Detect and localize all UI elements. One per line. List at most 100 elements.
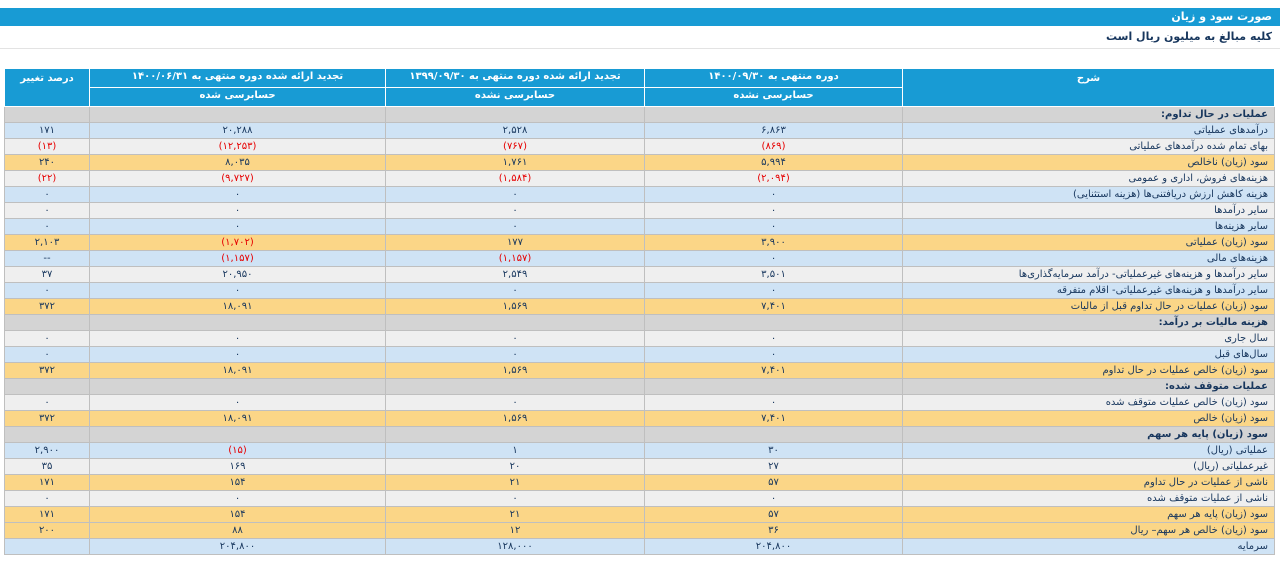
row-value: ۰ — [644, 250, 903, 267]
row-value: ۰ — [4, 218, 90, 235]
row-value: ۷,۴۰۱ — [644, 410, 903, 427]
row-label: بهای تمام شده درآمدهای عملیاتی — [902, 138, 1275, 155]
row-label: عملیاتی (ریال) — [902, 442, 1275, 459]
table-row: سایر هزینه‌ها ۰ ۰ ۰ ۰ — [4, 218, 1275, 235]
section-header-row: عملیات متوقف شده: — [4, 378, 1275, 395]
table-row: سایر درآمدها ۰ ۰ ۰ ۰ — [4, 202, 1275, 219]
row-value: ۰ — [385, 186, 645, 203]
row-value: ۱۶۹ — [89, 458, 386, 475]
row-label: سود (زیان) خالص عملیات متوقف شده — [902, 394, 1275, 411]
table-row: درآمدهای عملیاتی ۶,۸۶۳ ۲,۵۲۸ ۲۰,۲۸۸ ۱۷۱ — [4, 122, 1275, 139]
row-value: ۳۷۲ — [4, 362, 90, 379]
row-value: ۱,۷۶۱ — [385, 154, 645, 171]
row-value: ۰ — [89, 218, 386, 235]
table-row: سود (زیان) پایه هر سهم ۵۷ ۲۱ ۱۵۴ ۱۷۱ — [4, 506, 1275, 523]
section-header-row: هزینه مالیات بر درآمد: — [4, 314, 1275, 331]
row-value: ۰ — [89, 282, 386, 299]
row-value: ۱ — [385, 442, 645, 459]
row-value: ۰ — [644, 282, 903, 299]
table-row: سود (زیان) خالص عملیات در حال تداوم ۷,۴۰۱… — [4, 362, 1275, 379]
row-value: ۱۸,۰۹۱ — [89, 410, 386, 427]
row-value: ۰ — [4, 346, 90, 363]
row-value: (۲,۰۹۴) — [644, 170, 903, 187]
row-value: ۵۷ — [644, 474, 903, 491]
row-value — [89, 378, 386, 395]
row-label: سرمایه — [902, 538, 1275, 555]
row-label: سود (زیان) پایه هر سهم — [902, 426, 1275, 443]
row-label: سود (زیان) عملیات در حال تداوم قبل از ما… — [902, 298, 1275, 315]
row-value: ۳۷ — [4, 266, 90, 283]
row-value: ۲۷ — [644, 458, 903, 475]
row-value — [4, 314, 90, 331]
page-title: صورت سود و زیان — [0, 8, 1280, 26]
row-value: -- — [4, 250, 90, 267]
row-value: (۱,۵۸۴) — [385, 170, 645, 187]
row-label: سایر درآمدها و هزینه‌های غیرعملیاتی- درآ… — [902, 266, 1275, 283]
table-row: ناشی از عملیات در حال تداوم ۵۷ ۲۱ ۱۵۴ ۱۷۱ — [4, 474, 1275, 491]
section-header-row: سود (زیان) پایه هر سهم — [4, 426, 1275, 443]
row-value: ۰ — [4, 490, 90, 507]
row-value: ۰ — [4, 202, 90, 219]
row-value: ۰ — [644, 346, 903, 363]
row-value: ۰ — [385, 346, 645, 363]
row-value: ۰ — [89, 202, 386, 219]
table-row: سال جاری ۰ ۰ ۰ ۰ — [4, 330, 1275, 347]
row-value — [385, 314, 645, 331]
row-label: هزینه‌های مالی — [902, 250, 1275, 267]
table-row: سود (زیان) عملیاتی ۳,۹۰۰ ۱۷۷ (۱,۷۰۲) ۲,۱۰۳ — [4, 234, 1275, 251]
audit-status-col2: حسابرسی نشده — [385, 87, 645, 107]
section-header-row: عملیات در حال تداوم: — [4, 106, 1275, 123]
row-value: ۱۲ — [385, 522, 645, 539]
row-value: (۱۵) — [89, 442, 386, 459]
row-value: ۱,۵۶۹ — [385, 298, 645, 315]
row-label: هزینه‌های فروش، اداری و عمومی — [902, 170, 1275, 187]
row-value — [89, 314, 386, 331]
row-value: (۱۳) — [4, 138, 90, 155]
row-value: ۷,۴۰۱ — [644, 362, 903, 379]
row-value: ۲۰,۲۸۸ — [89, 122, 386, 139]
row-value: ۲,۵۴۹ — [385, 266, 645, 283]
row-value: ۳۵ — [4, 458, 90, 475]
row-value — [385, 106, 645, 123]
table-row: سود (زیان) عملیات در حال تداوم قبل از ما… — [4, 298, 1275, 315]
row-value: (۱,۷۰۲) — [89, 234, 386, 251]
table-row: سرمایه ۲۰۴,۸۰۰ ۱۲۸,۰۰۰ ۲۰۴,۸۰۰ — [4, 538, 1275, 555]
row-value: ۳۰ — [644, 442, 903, 459]
row-value: ۷,۴۰۱ — [644, 298, 903, 315]
row-label: ناشی از عملیات در حال تداوم — [902, 474, 1275, 491]
row-label: سال جاری — [902, 330, 1275, 347]
row-value: ۰ — [385, 490, 645, 507]
row-value: ۰ — [385, 282, 645, 299]
row-value: ۸۸ — [89, 522, 386, 539]
row-label: سایر درآمدها و هزینه‌های غیرعملیاتی- اقل… — [902, 282, 1275, 299]
table-row: بهای تمام شده درآمدهای عملیاتی (۸۶۹) (۷۶۷)… — [4, 138, 1275, 155]
row-value: ۰ — [644, 490, 903, 507]
row-value — [4, 106, 90, 123]
row-value: ۱۷۱ — [4, 474, 90, 491]
row-value: (۸۶۹) — [644, 138, 903, 155]
table-row: هزینه کاهش ارزش دریافتنی‌ها (هزینه استثن… — [4, 186, 1275, 203]
row-value: ۰ — [644, 218, 903, 235]
table-row: هزینه‌های مالی ۰ (۱,۱۵۷) (۱,۱۵۷) -- — [4, 250, 1275, 267]
row-value — [4, 426, 90, 443]
table-row: سود (زیان) ناخالص ۵,۹۹۴ ۱,۷۶۱ ۸,۰۳۵ ۲۴۰ — [4, 154, 1275, 171]
column-header-period-1400-09-30: دوره منتهی به ۱۴۰۰/۰۹/۳۰ — [644, 68, 903, 88]
row-label: عملیات در حال تداوم: — [902, 106, 1275, 123]
row-value: ۰ — [644, 202, 903, 219]
row-value — [644, 378, 903, 395]
row-value — [385, 378, 645, 395]
row-value: ۱,۵۶۹ — [385, 410, 645, 427]
table-row: سایر درآمدها و هزینه‌های غیرعملیاتی- درآ… — [4, 266, 1275, 283]
row-value — [644, 106, 903, 123]
audit-status-col3: حسابرسی شده — [89, 87, 386, 107]
table-row: ناشی از عملیات متوقف شده ۰ ۰ ۰ ۰ — [4, 490, 1275, 507]
row-value: ۱۸,۰۹۱ — [89, 362, 386, 379]
row-value: (۹,۷۲۷) — [89, 170, 386, 187]
row-value: ۱,۵۶۹ — [385, 362, 645, 379]
row-value — [4, 378, 90, 395]
table-row: سود (زیان) خالص ۷,۴۰۱ ۱,۵۶۹ ۱۸,۰۹۱ ۳۷۲ — [4, 410, 1275, 427]
statement-table-container: شرح دوره منتهی به ۱۴۰۰/۰۹/۳۰ تجدید ارائه… — [0, 49, 1280, 555]
row-label: سود (زیان) خالص عملیات در حال تداوم — [902, 362, 1275, 379]
row-value — [89, 106, 386, 123]
row-value: (۲۲) — [4, 170, 90, 187]
